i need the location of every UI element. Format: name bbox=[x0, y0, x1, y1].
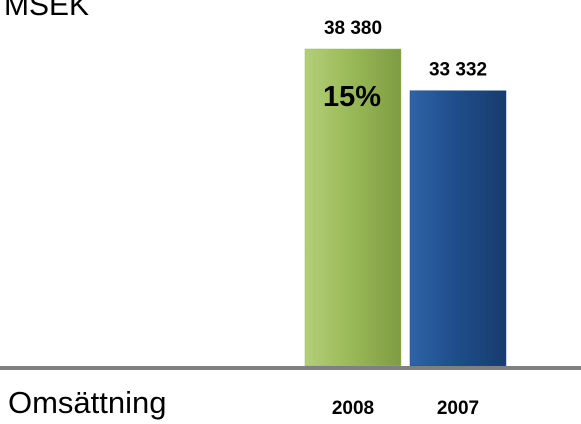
bar-2007 bbox=[409, 90, 507, 367]
bar-2008 bbox=[304, 48, 402, 367]
category-label-2008: 2008 bbox=[332, 398, 374, 419]
growth-annotation: 15% bbox=[323, 81, 381, 113]
value-label-2007: 33 332 bbox=[429, 60, 487, 81]
unit-label: MSEK bbox=[4, 0, 90, 22]
category-label-2007: 2007 bbox=[437, 398, 479, 419]
value-label-2008: 38 380 bbox=[324, 18, 382, 39]
metric-label: Omsättning bbox=[8, 385, 167, 420]
